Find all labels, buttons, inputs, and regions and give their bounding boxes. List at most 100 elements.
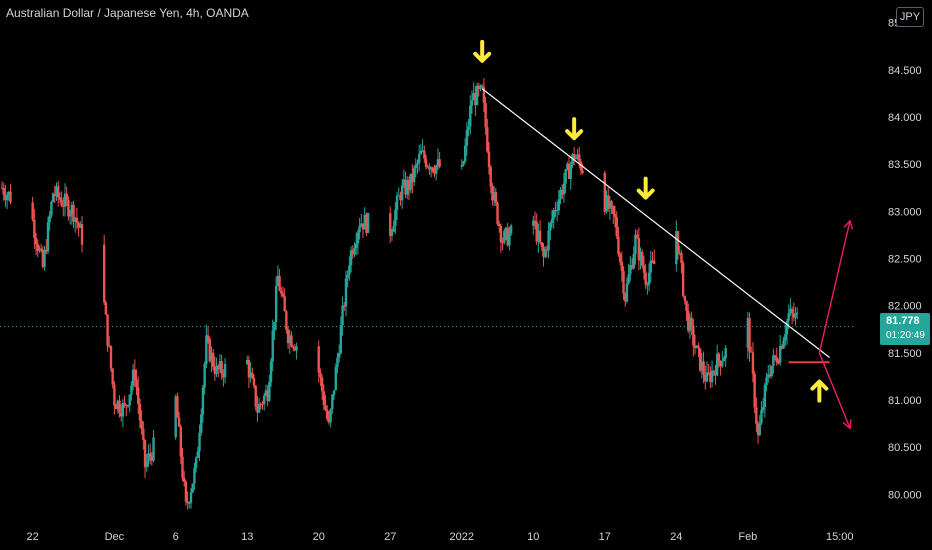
candle-body xyxy=(196,451,200,458)
candle-body xyxy=(416,162,419,165)
candle-body xyxy=(700,361,704,371)
candle-body xyxy=(469,105,472,127)
candle-body xyxy=(119,412,123,417)
candle-body xyxy=(540,242,543,247)
candle-body xyxy=(627,274,630,284)
candle-body xyxy=(395,195,399,211)
candle-body xyxy=(535,221,538,242)
candle-body xyxy=(698,348,702,371)
candle-body xyxy=(760,410,763,424)
candle-body xyxy=(549,223,552,231)
candle-body xyxy=(555,210,559,212)
candle-body xyxy=(218,361,222,370)
currency-button[interactable]: JPY xyxy=(896,7,924,27)
candle-body xyxy=(331,394,334,410)
candle-body xyxy=(426,166,429,168)
candle-body xyxy=(637,238,641,261)
candle-body xyxy=(651,260,654,262)
candle-body xyxy=(79,224,82,228)
candle-body xyxy=(201,387,205,415)
candle-body xyxy=(392,226,395,232)
candle-body xyxy=(210,352,213,362)
candle-body xyxy=(222,373,225,378)
down-arrow-marker xyxy=(636,176,655,200)
candle-body xyxy=(465,129,469,146)
candle-body xyxy=(327,418,331,423)
candle-body xyxy=(796,312,799,314)
candle-body xyxy=(290,335,293,347)
candle-body xyxy=(191,483,194,493)
candle-body xyxy=(63,193,67,207)
candle-body xyxy=(767,374,770,378)
candle-body xyxy=(634,234,637,255)
candle-body xyxy=(503,230,506,243)
candle-body xyxy=(675,231,678,265)
candle-body xyxy=(678,252,681,254)
candle-body xyxy=(390,231,394,236)
candle-body xyxy=(687,311,690,331)
candle-body xyxy=(326,410,329,419)
candle-body xyxy=(80,224,84,245)
candle-body xyxy=(550,219,554,224)
candle-body xyxy=(533,220,537,222)
candle-body xyxy=(486,127,489,152)
candle-body xyxy=(183,477,186,482)
candle-body xyxy=(411,173,414,183)
price-tick-label: 84.000 xyxy=(888,112,922,124)
candles-layer xyxy=(0,78,799,510)
time-tick-label: 10 xyxy=(527,531,539,543)
candle-body xyxy=(263,395,266,404)
candle-body xyxy=(41,249,45,267)
candle-body xyxy=(142,428,145,441)
candle-body xyxy=(409,173,412,190)
candle-body xyxy=(719,360,722,367)
time-axis[interactable]: 22 Dec 6 13 20 27 2022 10 17 24 Feb 15:00 xyxy=(27,531,854,543)
candle-body xyxy=(343,305,346,307)
candle-body xyxy=(724,348,727,359)
candle-body xyxy=(690,317,693,326)
candle-body xyxy=(366,213,370,233)
price-axis[interactable]: 85.00084.50084.00083.50083.00082.50082.0… xyxy=(888,18,922,502)
candle-body xyxy=(177,417,181,427)
candle-body xyxy=(55,186,58,196)
candle-body xyxy=(491,186,494,201)
candle-body xyxy=(4,194,7,201)
candle-body xyxy=(617,236,620,255)
time-tick-label: Feb xyxy=(738,531,757,543)
candle-body xyxy=(140,420,143,429)
candle-body xyxy=(571,154,574,165)
candle-body xyxy=(67,199,70,217)
candle-body xyxy=(252,378,256,386)
candle-body xyxy=(360,223,363,227)
candle-body xyxy=(143,440,147,468)
candle-body xyxy=(421,150,424,152)
candle-body xyxy=(74,217,77,222)
candle-body xyxy=(39,248,43,250)
candle-body xyxy=(128,394,131,406)
candle-body xyxy=(792,313,796,318)
candle-body xyxy=(137,387,140,404)
candle-body xyxy=(319,372,322,378)
candle-body xyxy=(765,377,768,386)
candle-body xyxy=(353,248,356,255)
candle-body xyxy=(782,340,785,349)
time-tick-label: Dec xyxy=(105,531,125,543)
candle-body xyxy=(114,405,118,410)
candle-body xyxy=(34,237,38,245)
candle-body xyxy=(777,362,780,364)
price-tick-label: 80.500 xyxy=(888,442,922,454)
candle-body xyxy=(538,230,542,243)
candle-body xyxy=(474,93,477,105)
candle-body xyxy=(285,311,288,330)
candle-body xyxy=(630,265,634,269)
candle-body xyxy=(200,414,203,433)
candle-body xyxy=(189,492,193,503)
candle-body xyxy=(348,265,351,275)
candle-body xyxy=(38,248,41,251)
candle-body xyxy=(322,391,326,406)
candle-body xyxy=(780,346,784,349)
candle-body xyxy=(412,168,416,183)
candle-body xyxy=(579,161,583,171)
price-tick-label: 82.500 xyxy=(888,253,922,265)
